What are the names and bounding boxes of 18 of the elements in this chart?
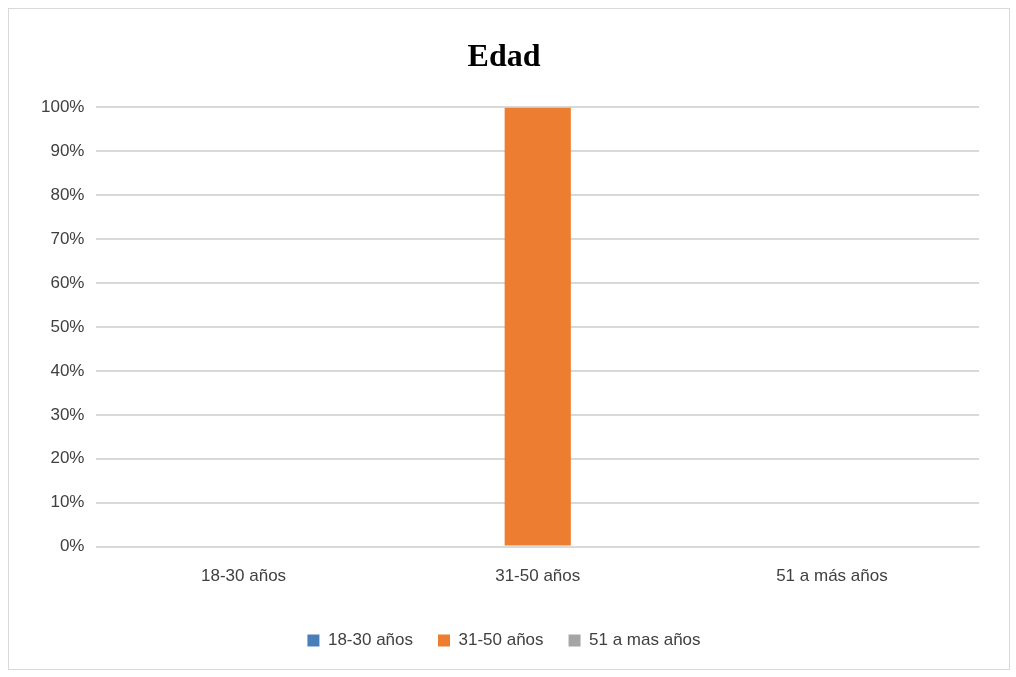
chart-title: Edad <box>467 37 541 74</box>
y-tick-label: 80% <box>50 184 85 204</box>
legend-label: 18-30 años <box>327 630 414 650</box>
y-tick-label: 90% <box>50 141 85 161</box>
y-tick-label: 100% <box>41 97 85 117</box>
y-tick-label: 60% <box>50 272 85 292</box>
y-tick-label: 20% <box>50 448 85 468</box>
y-tick-label: 30% <box>50 404 85 424</box>
legend-label: 31-50 años <box>458 630 544 650</box>
y-tick-label: 0% <box>59 536 85 556</box>
x-tick-label: 51 a más años <box>776 566 888 586</box>
legend-label: 51 a mas años <box>589 630 701 650</box>
x-tick-label: 18-30 años <box>201 566 287 586</box>
y-tick-label: 70% <box>50 228 85 248</box>
y-tick-label: 10% <box>50 492 85 512</box>
y-tick-label: 50% <box>50 316 85 336</box>
y-tick-label: 40% <box>50 360 85 380</box>
x-tick-label: 31-50 años <box>495 566 581 586</box>
